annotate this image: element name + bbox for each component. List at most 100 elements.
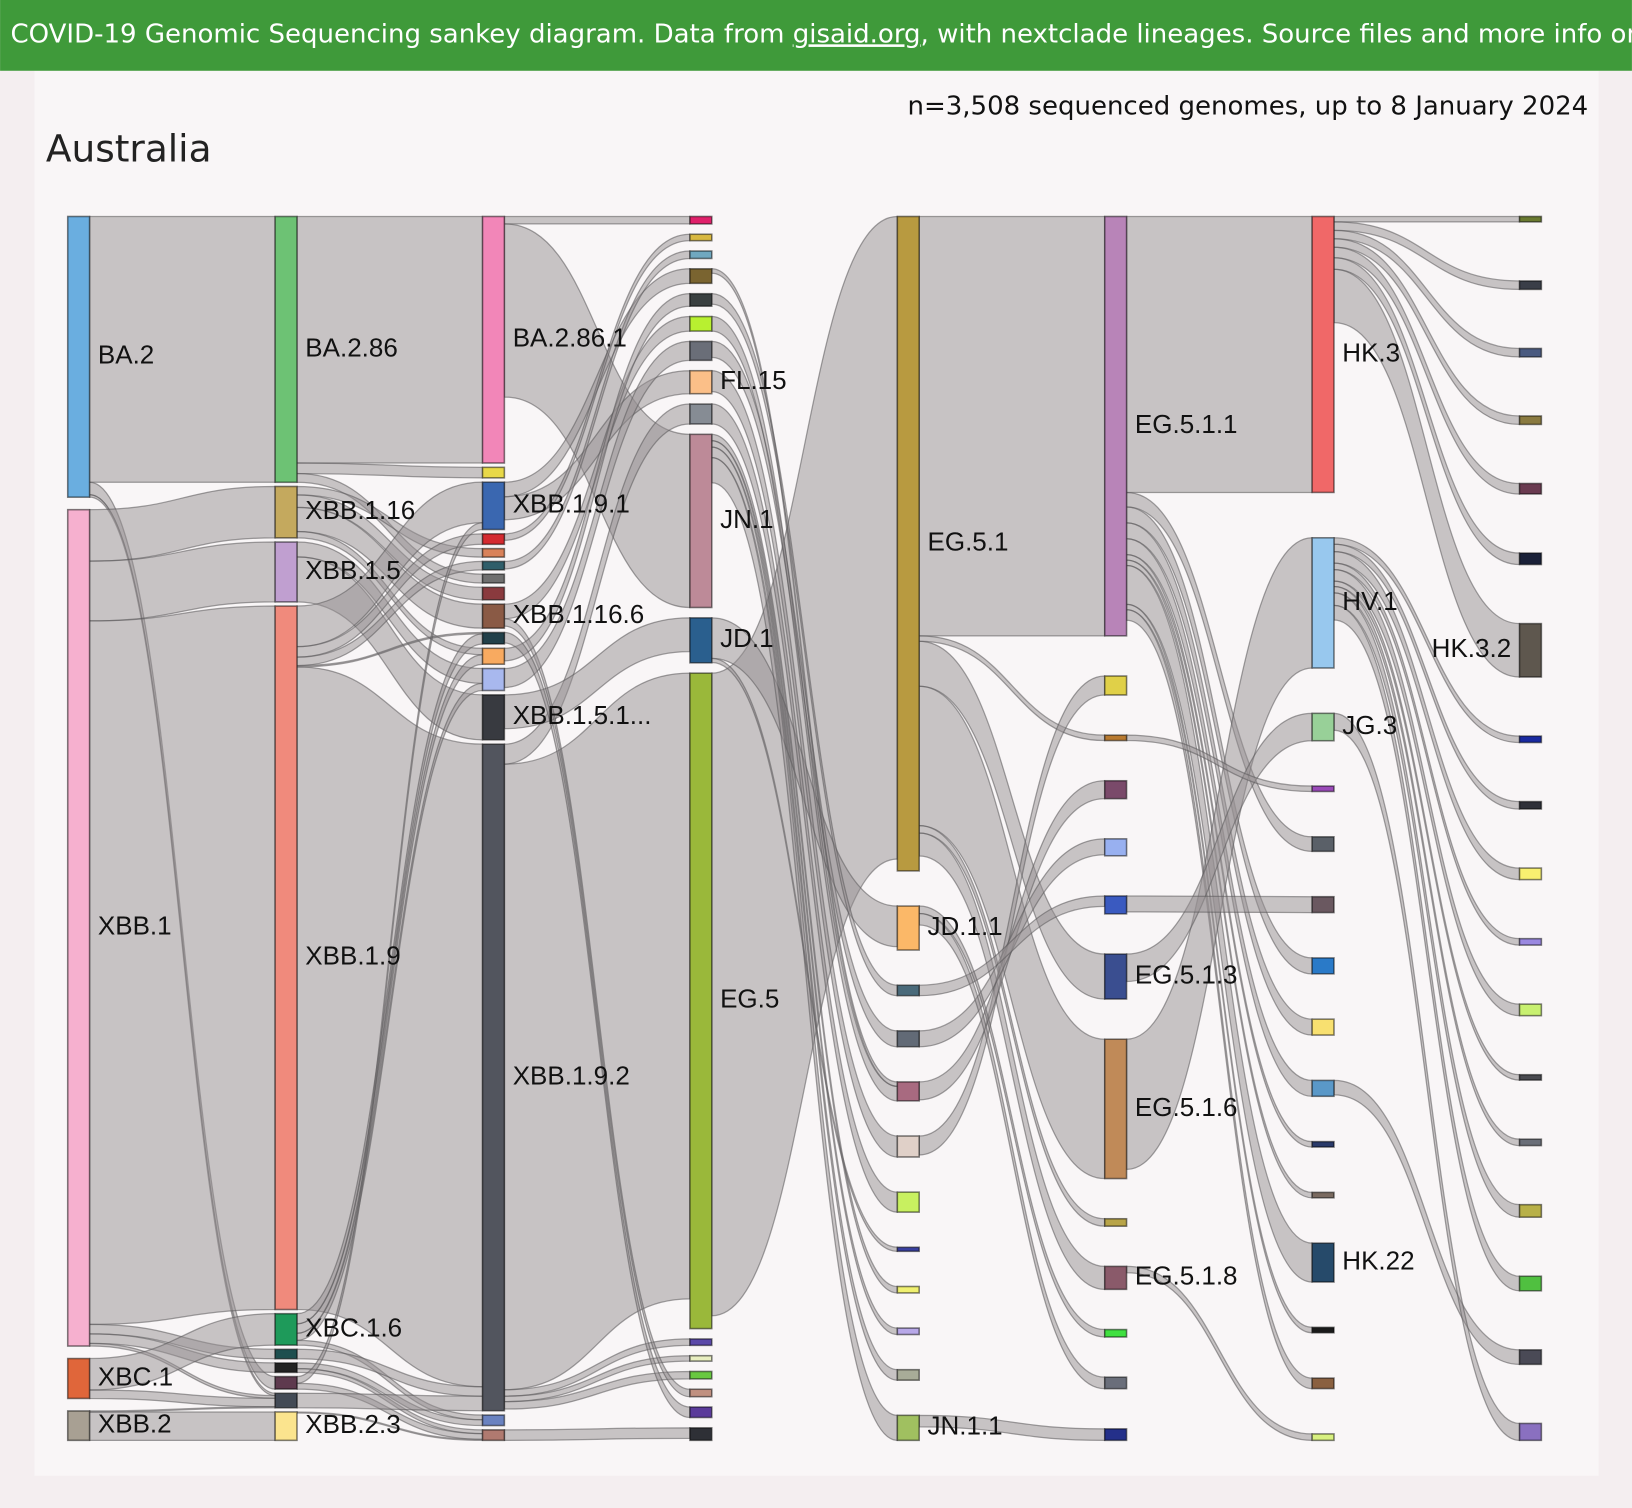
node-label: HK.3.2 [1432,633,1512,663]
node [481,586,506,601]
node [1103,1265,1128,1291]
flow [296,666,484,1388]
node [481,547,506,558]
header-lead: COVID-19 Genomic Sequencing sankey diagr… [10,19,792,49]
node-label: XBB.1.9 [305,941,400,971]
node [689,315,713,332]
node [66,508,91,1347]
flow [503,215,691,225]
flow [88,605,276,1326]
node [1311,1433,1335,1442]
node [896,905,920,951]
node [689,292,713,307]
node [481,694,506,741]
node-label: XBB.1.9.2 [513,1060,630,1090]
node-label: XBB.1.16.6 [513,599,645,629]
node [1103,953,1128,1000]
node-label: HV.1 [1342,586,1397,616]
node [1103,1376,1128,1390]
node [1518,800,1543,810]
node [1518,1349,1543,1366]
node [1311,1079,1335,1098]
node [1518,415,1543,426]
node [689,1338,713,1347]
node [274,215,298,484]
node-label: XBB.2.3 [305,1409,400,1439]
node [1311,1191,1335,1199]
node [66,1357,91,1400]
node [689,1388,713,1398]
node [66,215,91,498]
node-label: XBB.1.9.1 [513,489,630,519]
node [1518,1138,1543,1147]
node [896,984,920,997]
node [896,1414,920,1442]
node [1103,1328,1128,1338]
node [1311,895,1335,914]
node-label: EG.5.1.1 [1135,409,1238,439]
node [1103,779,1128,800]
node [1518,347,1543,358]
node [274,485,298,539]
subtitle: n=3,508 sequenced genomes, up to 8 Janua… [907,92,1588,122]
node [1518,622,1543,678]
node [1518,1003,1543,1017]
node [1311,1018,1335,1036]
node-label: BA.2.86.1 [513,323,627,353]
node-label: XBB.1.5 [305,555,400,585]
node [274,605,298,1311]
node [896,215,920,872]
node-label: XBB.1.5.1... [513,700,652,730]
node-label: XBB.1 [98,911,172,941]
node [689,1354,713,1362]
node [1311,957,1335,975]
node [1518,215,1543,223]
node-label: JD.1 [720,623,773,653]
node-label: EG.5 [720,984,779,1014]
node [896,1081,920,1102]
node-label: FL.15 [720,365,786,395]
node [1103,895,1128,915]
node [66,1410,91,1442]
node-label: XBB.2 [98,1409,172,1439]
node [481,631,506,645]
node [481,667,506,692]
node [689,1427,713,1442]
node [689,1370,713,1380]
node [481,647,506,665]
header-bar [0,0,1632,71]
node [1311,215,1335,494]
node-label: JN.1.1 [928,1411,1003,1441]
node [1518,867,1543,881]
node [689,617,713,664]
node [689,340,713,362]
node-label: JN.1 [720,504,773,534]
node [274,1392,298,1409]
chart-title: Australia [46,126,212,170]
node [1103,838,1128,857]
node [689,233,713,242]
node [1518,280,1543,291]
node [689,672,713,1330]
node [1518,552,1543,566]
node [1311,785,1335,793]
node [481,1414,506,1427]
flow [1125,215,1313,494]
node [1311,1140,1335,1148]
node [1103,215,1128,637]
node-label: XBC.1 [98,1361,173,1391]
node [689,268,713,285]
node [1103,675,1128,696]
node [689,250,713,260]
node [481,573,506,584]
node [481,743,506,1412]
node [481,215,506,464]
node [896,1327,920,1336]
node [896,1246,920,1253]
node [481,466,506,479]
node-label: HK.22 [1342,1245,1414,1275]
header-link[interactable]: gisaid.org [793,19,921,49]
node [274,1375,298,1390]
node-label: JD.1.1 [928,911,1003,941]
